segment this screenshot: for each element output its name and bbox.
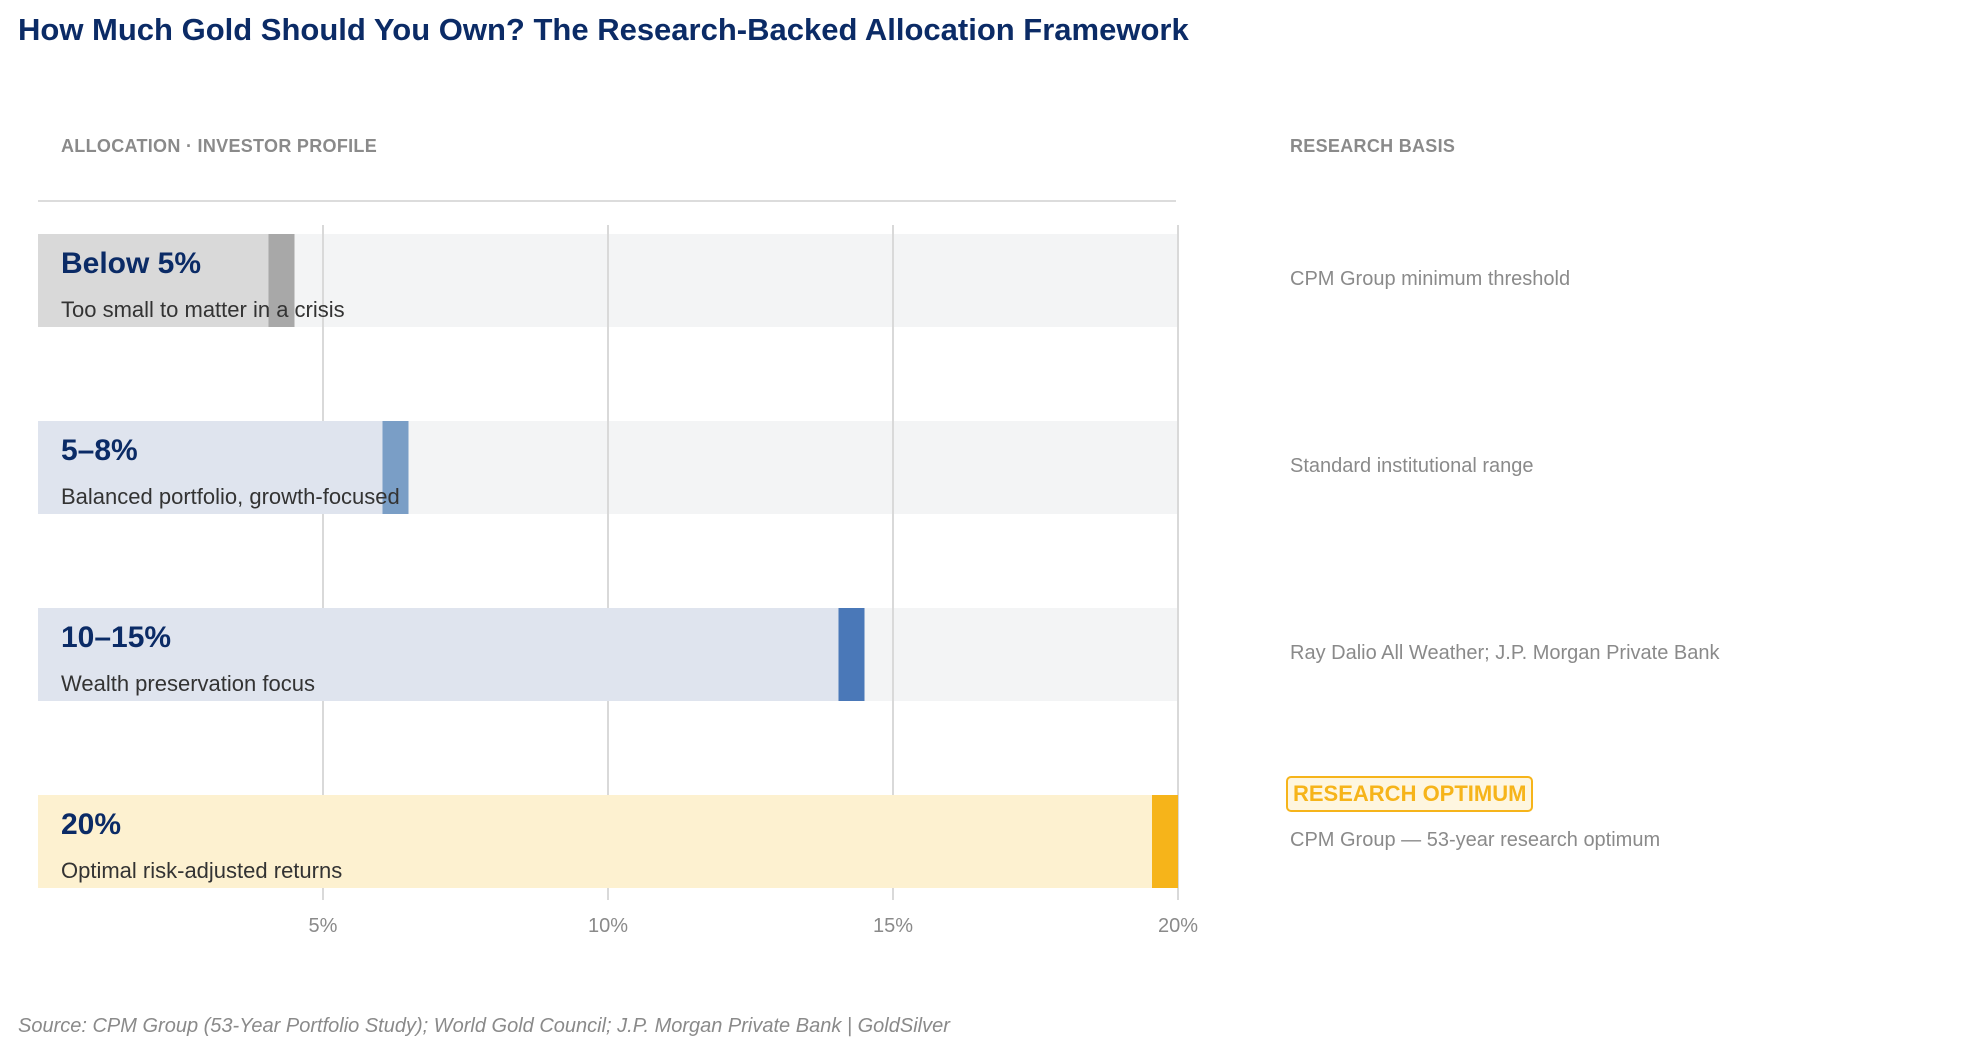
bar-marker-0 (268, 234, 295, 327)
bar-marker-2 (838, 608, 865, 701)
header-divider (38, 200, 1176, 202)
bar-description-1: Balanced portfolio, growth-focused (61, 484, 400, 509)
x-tick-label-2: 15% (872, 915, 914, 937)
source-footnote: Source: CPM Group (53-Year Portfolio Stu… (18, 1015, 950, 1037)
bar-label-3: 20% (61, 808, 122, 841)
bar-marker-1 (382, 421, 409, 514)
bar-fill-2 (38, 608, 865, 701)
bar-label-2: 10–15% (61, 621, 172, 654)
bar-description-0: Too small to matter in a crisis (61, 297, 345, 322)
bar-fill-1 (38, 421, 409, 514)
research-optimum-badge: RESEARCH OPTIMUM (1286, 776, 1534, 812)
bar-label-0: Below 5% (61, 247, 202, 280)
x-tick-label-3: 20% (1157, 915, 1199, 937)
research-basis-2: Ray Dalio All Weather; J.P. Morgan Priva… (1290, 642, 1720, 664)
page-title: How Much Gold Should You Own? The Resear… (18, 12, 1189, 47)
research-basis-1: Standard institutional range (1290, 455, 1534, 477)
x-tick-label-1: 10% (587, 915, 629, 937)
bar-fill-3 (38, 795, 1178, 888)
bar-fill-0 (38, 234, 295, 327)
allocation-column-header: ALLOCATION · INVESTOR PROFILE (61, 136, 378, 156)
research-basis-0: CPM Group minimum threshold (1290, 268, 1571, 290)
research-basis-3: CPM Group — 53-year research optimum (1290, 829, 1661, 851)
bar-marker-3 (1152, 795, 1178, 888)
bar-description-2: Wealth preservation focus (61, 671, 315, 696)
bar-description-3: Optimal risk-adjusted returns (61, 858, 343, 883)
x-tick-label-0: 5% (308, 915, 338, 937)
bar-label-1: 5–8% (61, 434, 138, 467)
research-column-header: RESEARCH BASIS (1290, 136, 1456, 156)
